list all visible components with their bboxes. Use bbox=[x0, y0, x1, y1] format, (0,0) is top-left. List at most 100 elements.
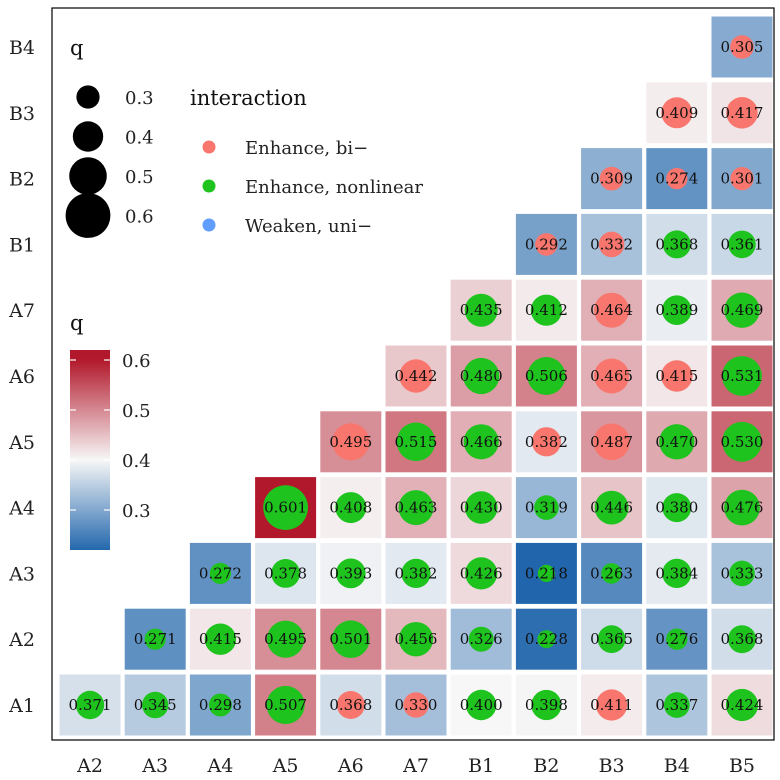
size-legend-label: 0.3 bbox=[125, 88, 154, 109]
cell-value-label: 0.426 bbox=[460, 564, 503, 582]
cell-value-label: 0.530 bbox=[721, 433, 764, 451]
cell-value-label: 0.470 bbox=[655, 433, 698, 451]
interaction-bubble bbox=[728, 625, 756, 654]
cell-value-label: 0.368 bbox=[721, 630, 764, 648]
heatmap-cell: 0.368 bbox=[646, 213, 708, 275]
heatmap-cell: 0.409 bbox=[646, 82, 708, 144]
cell-value-label: 0.393 bbox=[329, 564, 372, 582]
heatmap-cell: 0.515 bbox=[385, 411, 447, 473]
cell-value-label: 0.417 bbox=[721, 104, 764, 122]
heatmap-cell: 0.371 bbox=[59, 674, 121, 736]
heatmap-cell: 0.380 bbox=[646, 477, 708, 539]
cell-value-label: 0.487 bbox=[590, 433, 633, 451]
interaction-legend: interaction Enhance, bi− Enhance, nonline… bbox=[190, 86, 423, 237]
cell-value-label: 0.515 bbox=[395, 433, 438, 451]
interaction-bubble bbox=[662, 230, 691, 259]
heatmap-cell: 0.501 bbox=[320, 608, 382, 670]
heatmap-cell: 0.417 bbox=[711, 82, 773, 144]
y-tick-label: A2 bbox=[8, 629, 35, 651]
interaction-bubble bbox=[75, 690, 105, 720]
x-tick-label: B2 bbox=[533, 755, 559, 777]
interaction-bubble bbox=[663, 692, 690, 718]
interaction-bubble bbox=[399, 359, 433, 393]
cell-value-label: 0.271 bbox=[134, 630, 177, 648]
cell-value-label: 0.272 bbox=[199, 564, 242, 582]
heatmap-cell: 0.463 bbox=[385, 477, 447, 539]
heatmap-cell: 0.398 bbox=[515, 674, 577, 736]
interaction-bubble bbox=[464, 491, 498, 524]
heatmap-cell: 0.476 bbox=[711, 477, 773, 539]
heatmap-cell: 0.464 bbox=[581, 279, 643, 341]
interaction-bubble bbox=[271, 559, 300, 588]
cell-value-label: 0.469 bbox=[721, 301, 764, 319]
size-legend-label: 0.6 bbox=[125, 207, 154, 228]
interaction-bubble bbox=[597, 625, 626, 654]
cell-value-label: 0.506 bbox=[525, 367, 568, 385]
interaction-bubble bbox=[531, 689, 562, 721]
x-tick-label: A5 bbox=[272, 755, 299, 777]
heatmap-cell: 0.415 bbox=[189, 608, 251, 670]
heatmap-cell: 0.378 bbox=[255, 542, 317, 604]
heatmap-cell: 0.389 bbox=[646, 279, 708, 341]
cell-value-label: 0.319 bbox=[525, 499, 568, 517]
heatmap-cells: 0.371 0.345 0.298 0.507 0.368 0.330 0.400 0.398… bbox=[59, 16, 773, 736]
heatmap-cell: 0.332 bbox=[581, 213, 643, 275]
cell-value-label: 0.368 bbox=[655, 235, 698, 253]
interaction-bubble bbox=[722, 421, 762, 462]
heatmap-cell: 0.330 bbox=[385, 674, 447, 736]
y-axis-tick-labels: A1 A2 A3 A4 A5 A6 A7 B1 B2 B3 B4 bbox=[8, 37, 35, 717]
y-tick-label: A7 bbox=[8, 300, 35, 322]
interaction-bubble bbox=[403, 692, 429, 718]
interaction-bubble bbox=[463, 357, 500, 395]
heatmap-cell: 0.305 bbox=[711, 16, 773, 78]
heatmap-cell: 0.382 bbox=[515, 411, 577, 473]
cell-value-label: 0.409 bbox=[655, 104, 698, 122]
heatmap-cell: 0.333 bbox=[711, 542, 773, 604]
interaction-bubble bbox=[530, 294, 563, 326]
size-legend: q 0.3 0.4 0.5 0.6 bbox=[65, 36, 154, 238]
heatmap-cell: 0.446 bbox=[581, 477, 643, 539]
heatmap-cell: 0.456 bbox=[385, 608, 447, 670]
interaction-bubble bbox=[594, 292, 630, 328]
size-legend-label: 0.5 bbox=[125, 167, 154, 188]
interaction-bubble bbox=[728, 230, 756, 259]
interaction-legend-title: interaction bbox=[190, 86, 307, 110]
heatmap-cell: 0.412 bbox=[515, 279, 577, 341]
cell-value-label: 0.415 bbox=[655, 367, 698, 385]
interaction-bubble bbox=[724, 292, 760, 328]
interaction-bubble bbox=[465, 557, 498, 590]
interaction-bubble bbox=[466, 689, 497, 721]
interaction-bubble bbox=[725, 688, 759, 722]
heatmap-cell: 0.228 bbox=[515, 608, 577, 670]
colorbar-tick-label: 0.5 bbox=[122, 401, 151, 422]
interaction-bubble bbox=[601, 563, 622, 584]
size-legend-dot bbox=[76, 85, 100, 109]
interaction-legend-label: Weaken, uni− bbox=[245, 216, 372, 237]
interaction-bubble bbox=[464, 293, 498, 327]
interaction-bubble bbox=[724, 489, 760, 526]
x-axis-tick-labels: A2 A3 A4 A5 A6 A7 B1 B2 B3 B4 B5 bbox=[76, 755, 755, 777]
cell-value-label: 0.442 bbox=[395, 367, 438, 385]
heatmap-cell: 0.400 bbox=[450, 674, 512, 736]
cell-value-label: 0.345 bbox=[134, 696, 177, 714]
heatmap-cell: 0.530 bbox=[711, 411, 773, 473]
cell-value-label: 0.463 bbox=[395, 499, 438, 517]
cell-value-label: 0.480 bbox=[460, 367, 503, 385]
cell-value-label: 0.332 bbox=[590, 235, 633, 253]
cell-value-label: 0.389 bbox=[655, 301, 698, 319]
y-tick-label: B2 bbox=[9, 169, 35, 191]
x-tick-label: B4 bbox=[664, 755, 690, 777]
cell-value-label: 0.384 bbox=[655, 564, 698, 582]
heatmap-cell: 0.272 bbox=[189, 542, 251, 604]
interaction-bubble bbox=[332, 423, 370, 461]
cell-value-label: 0.292 bbox=[525, 235, 568, 253]
cell-value-label: 0.382 bbox=[525, 433, 568, 451]
interaction-bubble bbox=[335, 558, 366, 589]
interaction-bubble bbox=[537, 564, 556, 583]
cell-value-label: 0.476 bbox=[721, 499, 764, 517]
heatmap-cell: 0.368 bbox=[711, 608, 773, 670]
x-tick-label: B5 bbox=[729, 755, 755, 777]
cell-value-label: 0.424 bbox=[721, 696, 764, 714]
y-tick-label: A6 bbox=[8, 366, 35, 388]
heatmap-cell: 0.309 bbox=[581, 148, 643, 210]
